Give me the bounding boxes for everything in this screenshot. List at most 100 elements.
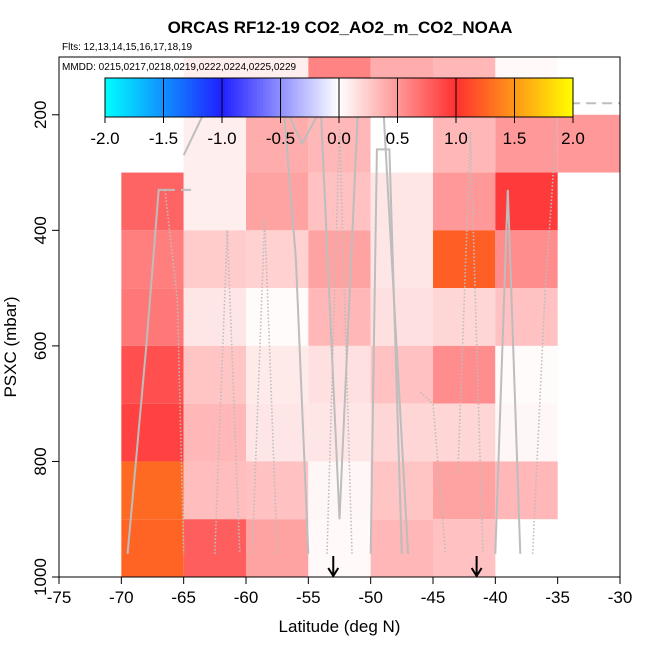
heatmap-cell-7-5	[433, 461, 496, 520]
colorbar-segment-31	[195, 78, 200, 117]
colorbar-segment-34	[204, 78, 208, 117]
colorbar-segment-3	[113, 78, 118, 117]
colorbar-segment-38	[216, 78, 220, 117]
colorbar-segment-9	[131, 78, 135, 117]
colorbar-segment-159	[570, 78, 574, 117]
marker-arrowhead-0	[327, 567, 340, 578]
colorbar-segment-131	[488, 78, 492, 117]
colorbar-segment-29	[189, 78, 194, 117]
colorbar-segment-20	[163, 78, 168, 117]
colorbar-segment-12	[140, 78, 144, 117]
colorbar-segment-97	[388, 78, 393, 117]
colorbar-segment-139	[511, 78, 516, 117]
colorbar-segment-135	[499, 78, 504, 117]
colorbar-segment-33	[201, 78, 206, 117]
colorbar-segment-91	[371, 78, 375, 117]
heatmap-cell-4-6	[495, 288, 558, 346]
colorbar-segment-25	[178, 78, 182, 117]
heatmap-cell-8-0	[121, 519, 184, 577]
colorbar-segment-59	[277, 78, 282, 117]
flights-label: Flts: 12,13,14,15,16,17,18,19	[62, 42, 193, 53]
colorbar-segment-74	[321, 78, 325, 117]
y-tick-label-2: 600	[31, 332, 50, 360]
heatmap-cell-5-4	[370, 345, 433, 404]
colorbar-segment-108	[420, 78, 425, 117]
colorbar-segment-121	[458, 78, 463, 117]
colorbar-segment-116	[444, 78, 448, 117]
colorbar-segment-123	[464, 78, 469, 117]
heatmap-cell-2-1	[183, 172, 246, 231]
heatmap-cell-6-0	[121, 403, 184, 462]
colorbar-segment-83	[347, 78, 352, 117]
colorbar-segment-47	[242, 78, 246, 117]
colorbar-segment-8	[128, 78, 132, 117]
chart-title: ORCAS RF12-19 CO2_AO2_m_CO2_NOAA	[167, 18, 513, 37]
colorbar-segment-41	[224, 78, 229, 117]
colorbar-segment-118	[450, 78, 454, 117]
heatmap-cell-5-1	[183, 345, 246, 404]
heatmap-cell-3-1	[183, 230, 246, 289]
colorbar-segment-105	[412, 78, 416, 117]
y-axis-label: PSXC (mbar)	[1, 296, 20, 397]
colorbar-segment-130	[485, 78, 489, 117]
colorbar-segment-149	[540, 78, 545, 117]
heatmap-cell-2-4	[370, 172, 433, 231]
x-axis-label: Latitude (deg N)	[279, 617, 401, 636]
colorbar-segment-49	[248, 78, 252, 117]
colorbar-segment-84	[350, 78, 355, 117]
colorbar-segment-17	[154, 78, 159, 117]
colorbar-segment-53	[260, 78, 264, 117]
colorbar-segment-122	[461, 78, 466, 117]
colorbar-segment-67	[300, 78, 305, 117]
heatmap-cell-3-4	[370, 230, 433, 289]
colorbar-segment-32	[198, 78, 203, 117]
heatmap-cell-5-6	[495, 345, 558, 404]
colorbar-segment-99	[394, 78, 399, 117]
heatmap-cell-2-0	[121, 172, 184, 231]
colorbar-segment-7	[125, 78, 129, 117]
colorbar-segment-27	[183, 78, 188, 117]
x-tick-label-8: -35	[545, 588, 570, 607]
colorbar-segment-142	[520, 78, 524, 117]
colorbar-segment-124	[467, 78, 472, 117]
marker-arrowhead-1	[470, 567, 483, 578]
colorbar-segment-2	[110, 78, 115, 117]
heatmap-cell-4-1	[183, 288, 246, 346]
colorbar-segment-95	[382, 78, 387, 117]
colorbar-segment-80	[339, 78, 343, 117]
colorbar-segment-35	[207, 78, 211, 117]
heatmap-cell-6-5	[433, 403, 496, 462]
colorbar-segment-86	[356, 78, 361, 117]
colorbar-tick-label-6: 1.0	[444, 129, 468, 148]
heatmap-cell-8-2	[246, 519, 309, 577]
colorbar-segment-100	[397, 78, 402, 117]
colorbar-segment-112	[432, 78, 437, 117]
colorbar-segment-119	[453, 78, 457, 117]
colorbar-segment-141	[517, 78, 521, 117]
colorbar-segment-153	[552, 78, 557, 117]
colorbar-segment-54	[262, 78, 267, 117]
colorbar-segment-42	[227, 78, 232, 117]
colorbar-segment-18	[157, 78, 162, 117]
colorbar-segment-75	[324, 78, 328, 117]
x-tick-label-2: -65	[171, 588, 196, 607]
colorbar-segment-128	[479, 78, 483, 117]
plot-frame	[58, 56, 621, 578]
heatmap-cell-1-7	[557, 114, 620, 173]
colorbar-segment-56	[268, 78, 273, 117]
colorbar-segment-106	[415, 78, 419, 117]
colorbar-segment-0	[105, 78, 109, 117]
colorbar-segment-61	[283, 78, 287, 117]
heatmap-cell-5-5	[433, 345, 496, 404]
colorbar-segment-52	[257, 78, 261, 117]
profile-line-8	[369, 148, 403, 554]
colorbar-segment-127	[476, 78, 480, 117]
x-tick-label-3: -60	[234, 588, 259, 607]
colorbar-segment-113	[435, 78, 440, 117]
colorbar-segment-14	[145, 78, 150, 117]
heatmap-cell-6-2	[246, 403, 309, 462]
colorbar-segment-152	[549, 78, 554, 117]
colorbar-segment-125	[470, 78, 475, 117]
colorbar-segment-93	[377, 78, 381, 117]
